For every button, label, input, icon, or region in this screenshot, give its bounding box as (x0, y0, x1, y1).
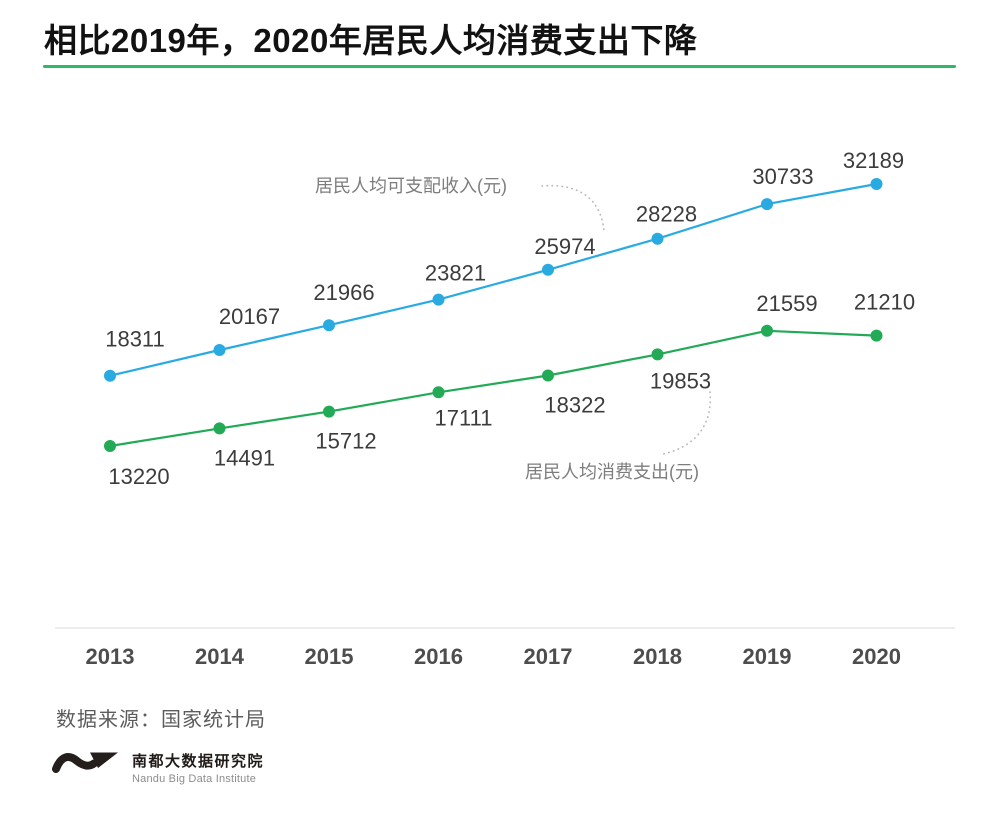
data-point (323, 405, 335, 418)
logo-name-cn: 南都大数据研究院 (132, 753, 265, 770)
series-annotation: 居民人均消费支出(元) (525, 462, 699, 482)
title-divider (43, 65, 956, 68)
data-point (213, 344, 226, 356)
data-label: 23821 (425, 261, 486, 286)
data-label: 30733 (752, 164, 813, 189)
x-tick-label: 2016 (414, 644, 463, 669)
data-point (761, 324, 773, 337)
data-label: 32189 (843, 148, 904, 173)
data-point (104, 369, 116, 382)
x-tick-label: 2015 (305, 644, 354, 669)
data-label: 28228 (636, 202, 697, 227)
data-point (213, 422, 226, 435)
data-label: 17111 (435, 405, 493, 430)
data-point (104, 440, 116, 452)
data-label: 21559 (756, 291, 817, 316)
logo-text: 南都大数据研究院 Nandu Big Data Institute (132, 750, 264, 785)
x-tick-label: 2017 (524, 644, 573, 669)
logo: 南都大数据研究院 Nandu Big Data Institute (52, 750, 264, 785)
data-label: 13220 (108, 464, 169, 489)
data-label: 18322 (544, 393, 605, 418)
data-point (651, 232, 664, 245)
data-source: 数据来源：国家统计局 (56, 709, 266, 731)
x-tick-label: 2019 (743, 644, 792, 669)
data-point (323, 319, 335, 332)
data-label: 20167 (219, 304, 280, 329)
data-label: 14491 (214, 445, 275, 470)
data-point (870, 329, 883, 342)
data-point (432, 386, 445, 399)
data-point (542, 263, 554, 276)
data-point (761, 198, 773, 211)
x-tick-label: 2014 (195, 644, 245, 669)
annotation-curve (541, 184, 605, 232)
chart-title: 相比2019年，2020年居民人均消费支出下降 (44, 22, 698, 59)
logo-name-en: Nandu Big Data Institute (132, 773, 257, 785)
x-tick-label: 2013 (86, 644, 135, 669)
series-annotation: 居民人均可支配收入(元) (315, 176, 507, 196)
x-tick-label: 2018 (633, 644, 682, 669)
data-label: 19853 (650, 368, 711, 393)
expenditure-line (109, 329, 877, 448)
data-point (432, 293, 445, 306)
income-line (109, 182, 877, 377)
logo-wave-icon (52, 752, 118, 773)
data-label: 21210 (854, 290, 915, 315)
data-label: 25974 (534, 234, 595, 259)
data-label: 15712 (315, 429, 376, 454)
data-point (870, 178, 883, 190)
data-label: 21966 (313, 280, 374, 305)
data-point (542, 369, 554, 382)
annotation-curve (662, 391, 712, 455)
data-label: 18311 (105, 327, 165, 352)
x-tick-label: 2020 (852, 644, 901, 669)
data-point (651, 348, 664, 361)
